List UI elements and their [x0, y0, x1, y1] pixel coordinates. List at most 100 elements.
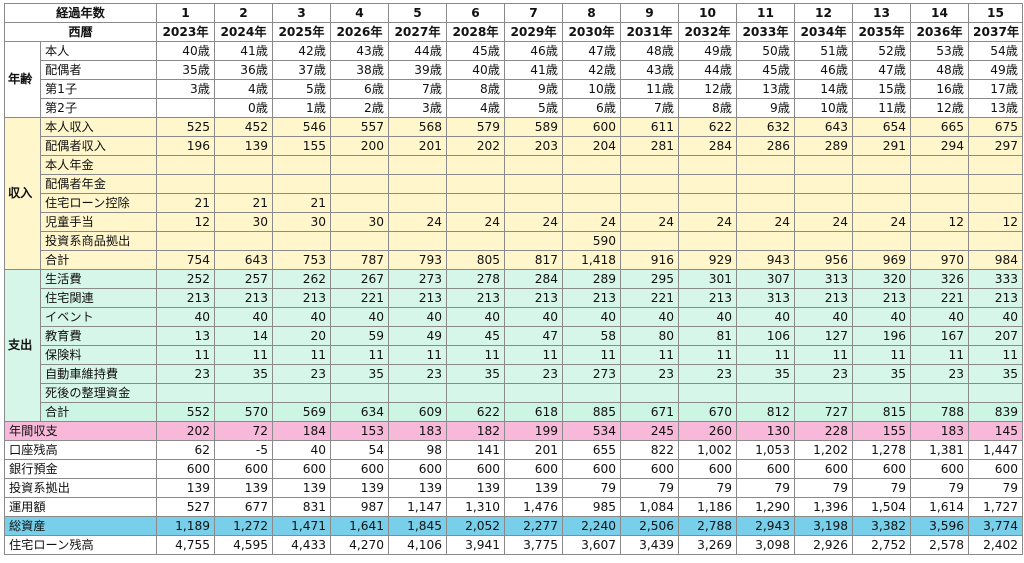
calendar-year-cell: 2036年 — [910, 22, 969, 42]
value-cell: 48歳 — [620, 41, 679, 61]
summary-value-cell: 1,202 — [794, 440, 853, 460]
summary-value-cell: 987 — [330, 497, 389, 517]
value-cell: 15歳 — [852, 79, 911, 99]
value-cell: 23 — [794, 364, 853, 384]
value-cell: 14 — [214, 326, 273, 346]
value-cell — [678, 383, 737, 403]
years-elapsed-cell: 15 — [968, 3, 1023, 23]
value-cell: 301 — [678, 269, 737, 289]
value-cell: 622 — [678, 117, 737, 137]
value-cell — [388, 174, 447, 194]
value-cell — [272, 231, 331, 251]
years-elapsed-cell: 9 — [620, 3, 679, 23]
value-cell: 970 — [910, 250, 969, 270]
value-cell: 6歳 — [562, 98, 621, 118]
value-cell: 23 — [678, 364, 737, 384]
value-cell: 40歳 — [156, 41, 215, 61]
value-cell: 46歳 — [504, 41, 563, 61]
value-cell: 5歳 — [504, 98, 563, 118]
value-cell — [330, 383, 389, 403]
value-cell — [562, 174, 621, 194]
summary-value-cell: 3,596 — [910, 516, 969, 536]
summary-value-cell: 2,943 — [736, 516, 795, 536]
value-cell: 665 — [910, 117, 969, 137]
value-cell — [794, 193, 853, 213]
value-cell: 1,418 — [562, 250, 621, 270]
summary-value-cell: 3,607 — [562, 535, 621, 555]
calendar-year-cell: 2031年 — [620, 22, 679, 42]
value-cell: 213 — [214, 288, 273, 308]
value-cell — [330, 155, 389, 175]
summary-value-cell: 3,439 — [620, 535, 679, 555]
value-cell — [678, 155, 737, 175]
summary-value-cell: 831 — [272, 497, 331, 517]
value-cell — [272, 383, 331, 403]
summary-value-cell: 600 — [736, 459, 795, 479]
calendar-year-cell: 2037年 — [968, 22, 1023, 42]
value-cell: 221 — [330, 288, 389, 308]
value-cell: 54歳 — [968, 41, 1023, 61]
summary-value-cell: 3,269 — [678, 535, 737, 555]
value-cell: 0歳 — [214, 98, 273, 118]
summary-value-cell: 260 — [678, 421, 737, 441]
years-elapsed-cell: 14 — [910, 3, 969, 23]
value-cell — [678, 193, 737, 213]
summary-value-cell: 1,147 — [388, 497, 447, 517]
value-cell: 7歳 — [620, 98, 679, 118]
summary-value-cell: 1,396 — [794, 497, 853, 517]
value-cell: 8歳 — [446, 79, 505, 99]
row-label: 保険料 — [40, 345, 157, 365]
summary-row: 口座残高 62 -5 40 54 98 141 201 655 822 1,002 1,053 1,20… — [4, 440, 1023, 460]
value-cell: 13 — [156, 326, 215, 346]
value-cell: 956 — [794, 250, 853, 270]
value-cell: 40 — [736, 307, 795, 327]
value-cell: 43歳 — [330, 41, 389, 61]
summary-value-cell: 72 — [214, 421, 273, 441]
years-elapsed-cell: 8 — [562, 3, 621, 23]
summary-value-cell: 182 — [446, 421, 505, 441]
summary-value-cell: 2,788 — [678, 516, 737, 536]
value-cell — [968, 383, 1023, 403]
value-cell: 202 — [446, 136, 505, 156]
summary-row: 銀行預金 600 600 600 600 600 600 600 600 600 600 600 600… — [4, 459, 1023, 479]
years-elapsed-cell: 12 — [794, 3, 853, 23]
value-cell: 618 — [504, 402, 563, 422]
value-cell: 47 — [504, 326, 563, 346]
value-cell: 40 — [214, 307, 273, 327]
value-cell — [388, 155, 447, 175]
cashflow-table-container: 経過年数 1 2 3 4 5 6 7 8 9 10 11 12 13 14 15 西暦 2023年 2024年 202… — [4, 3, 1023, 555]
value-cell: 10歳 — [794, 98, 853, 118]
years-elapsed-cell: 11 — [736, 3, 795, 23]
value-cell: 43歳 — [620, 60, 679, 80]
value-cell — [910, 231, 969, 251]
years-elapsed-cell: 3 — [272, 3, 331, 23]
value-cell — [620, 383, 679, 403]
value-cell — [794, 383, 853, 403]
header-row-years-elapsed: 経過年数 1 2 3 4 5 6 7 8 9 10 11 12 13 14 15 — [4, 3, 1023, 23]
row-label: イベント — [40, 307, 157, 327]
value-cell — [910, 174, 969, 194]
value-cell: 40 — [330, 307, 389, 327]
years-elapsed-cell: 7 — [504, 3, 563, 23]
value-cell: 30 — [214, 212, 273, 232]
value-cell: 16歳 — [910, 79, 969, 99]
summary-value-cell: 4,595 — [214, 535, 273, 555]
value-cell: 1歳 — [272, 98, 331, 118]
summary-value-cell: 145 — [968, 421, 1023, 441]
value-cell: 41歳 — [504, 60, 563, 80]
summary-value-cell: 79 — [794, 478, 853, 498]
value-cell: 643 — [794, 117, 853, 137]
summary-value-cell: 79 — [852, 478, 911, 498]
value-cell: 30 — [272, 212, 331, 232]
value-cell — [330, 231, 389, 251]
value-cell — [852, 155, 911, 175]
value-cell — [794, 155, 853, 175]
value-cell: 11歳 — [620, 79, 679, 99]
value-cell: 9歳 — [504, 79, 563, 99]
value-cell — [852, 193, 911, 213]
summary-value-cell: 139 — [330, 478, 389, 498]
value-cell: 213 — [678, 288, 737, 308]
value-cell: 11 — [388, 345, 447, 365]
summary-row-label: 口座残高 — [4, 440, 157, 460]
value-cell: 45歳 — [446, 41, 505, 61]
